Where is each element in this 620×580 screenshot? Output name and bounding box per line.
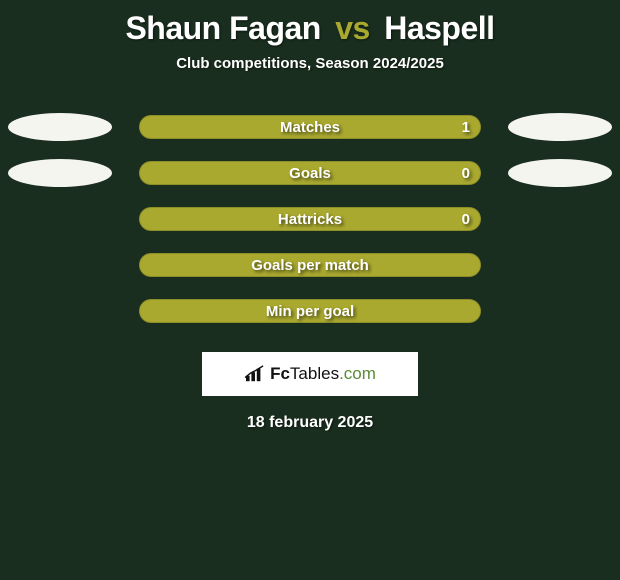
- fctables-logo[interactable]: FcTables.com: [202, 352, 418, 396]
- right-ellipse: [508, 159, 612, 187]
- stat-bar: Goals per match: [139, 253, 481, 277]
- stat-bar: Goals 0: [139, 161, 481, 185]
- page-title: Shaun Fagan vs Haspell: [125, 10, 494, 47]
- stat-row-min-per-goal: Min per goal: [0, 288, 620, 334]
- stat-row-goals-per-match: Goals per match: [0, 242, 620, 288]
- stat-label: Goals: [289, 165, 331, 182]
- comparison-widget: Shaun Fagan vs Haspell Club competitions…: [0, 0, 620, 432]
- left-ellipse: [8, 113, 112, 141]
- player2-name: Haspell: [384, 10, 494, 46]
- right-ellipse: [508, 113, 612, 141]
- stat-label: Min per goal: [266, 303, 354, 320]
- logo-text: FcTables.com: [270, 364, 376, 384]
- stat-value: 0: [462, 165, 470, 182]
- stat-row-hattricks: Hattricks 0: [0, 196, 620, 242]
- left-ellipse: [8, 159, 112, 187]
- chart-icon: [244, 365, 266, 383]
- player1-name: Shaun Fagan: [125, 10, 320, 46]
- stat-bar: Min per goal: [139, 299, 481, 323]
- stat-value: 0: [462, 211, 470, 228]
- stat-bar: Matches 1: [139, 115, 481, 139]
- stat-label: Hattricks: [278, 211, 342, 228]
- stat-row-matches: Matches 1: [0, 104, 620, 150]
- date-label: 18 february 2025: [247, 414, 373, 432]
- stat-bar: Hattricks 0: [139, 207, 481, 231]
- stat-value: 1: [462, 119, 470, 136]
- subtitle: Club competitions, Season 2024/2025: [176, 55, 444, 72]
- stat-label: Matches: [280, 119, 340, 136]
- stat-label: Goals per match: [251, 257, 369, 274]
- stats-area: Matches 1 Goals 0 Hattricks 0 Goals per …: [0, 104, 620, 334]
- stat-row-goals: Goals 0: [0, 150, 620, 196]
- vs-label: vs: [335, 10, 370, 46]
